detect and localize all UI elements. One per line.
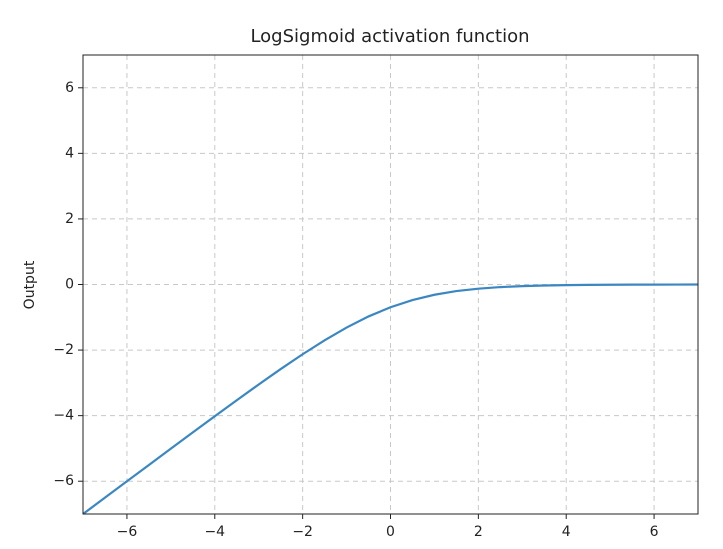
x-tick-label: −6 — [117, 524, 138, 540]
data-line — [83, 283, 698, 514]
y-tick-label: 6 — [65, 80, 74, 96]
y-tick-label: −2 — [53, 342, 74, 358]
x-tick-label: 2 — [474, 524, 483, 540]
x-tick-label: 6 — [650, 524, 659, 540]
y-tick-label: −6 — [53, 473, 74, 489]
x-tick-label: −4 — [204, 524, 225, 540]
x-tick-label: −2 — [292, 524, 313, 540]
x-tick-label: 4 — [562, 524, 571, 540]
y-tick-label: 2 — [65, 211, 74, 227]
chart-title: LogSigmoid activation function — [250, 26, 529, 47]
y-tick-label: 0 — [65, 277, 74, 293]
y-tick-label: 4 — [65, 145, 74, 161]
y-axis-label: Output — [22, 260, 38, 309]
x-tick-label: 0 — [386, 524, 395, 540]
plot-frame — [82, 54, 699, 515]
y-tick-label: −4 — [53, 408, 74, 424]
